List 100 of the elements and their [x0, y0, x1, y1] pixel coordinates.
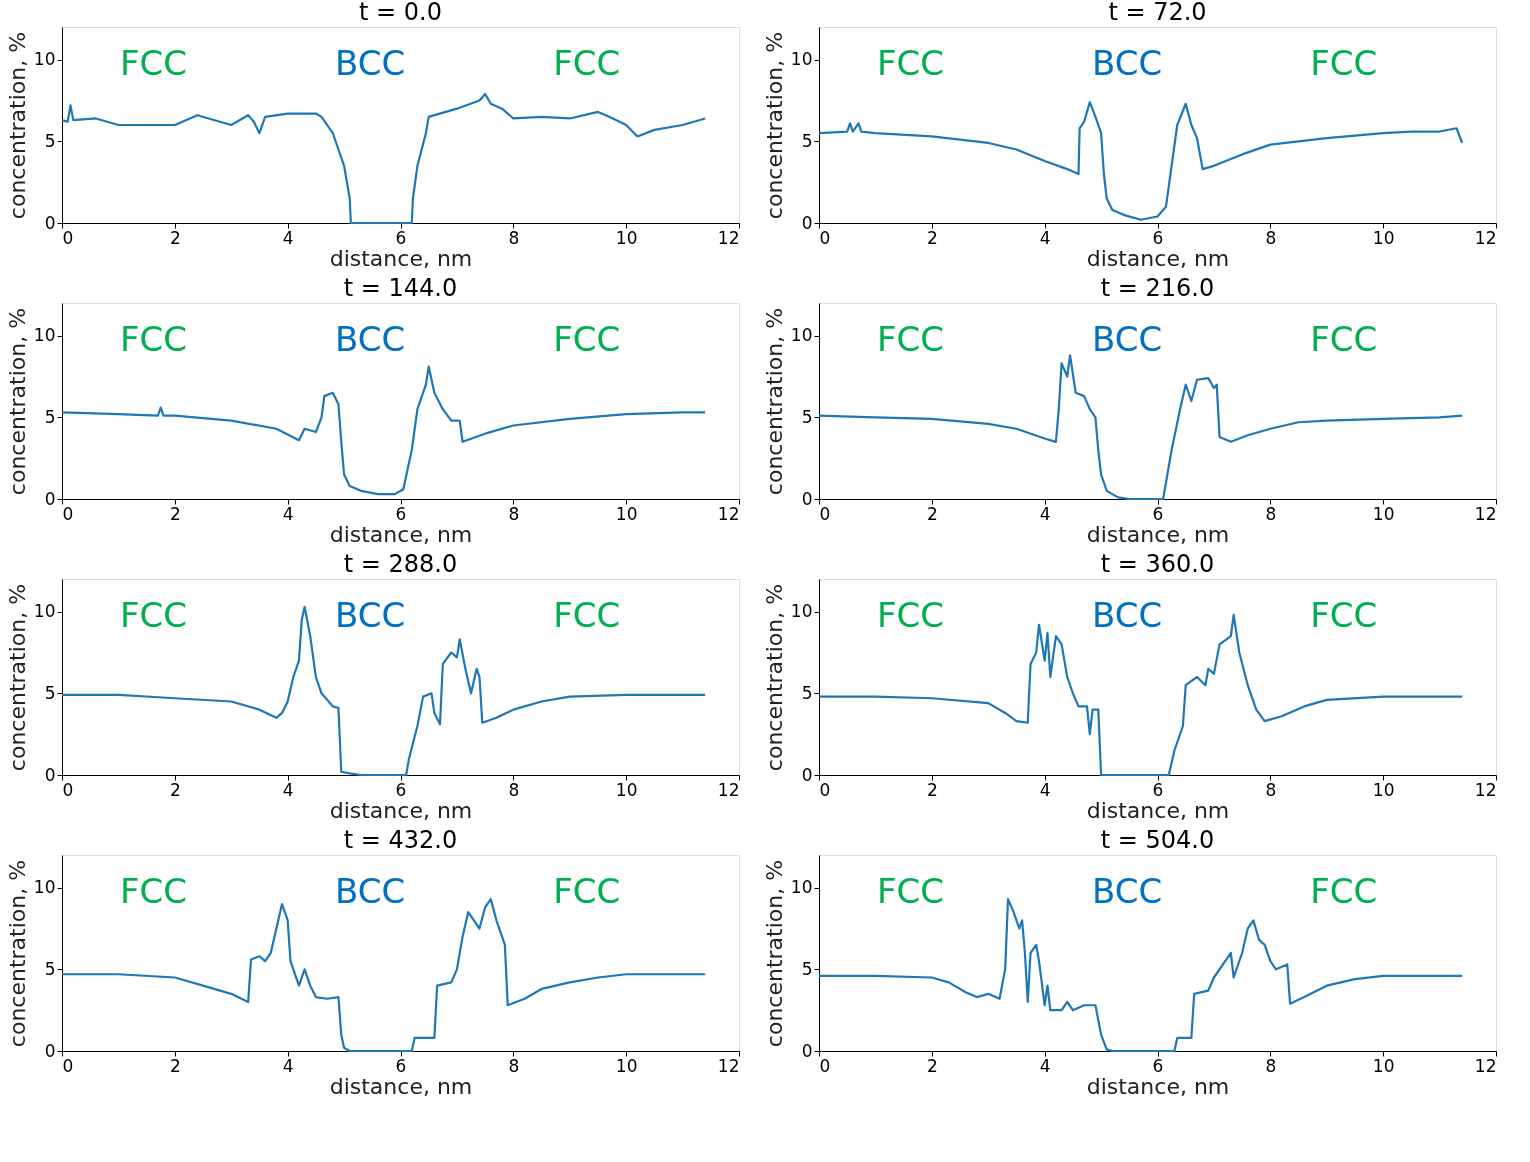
x-tick-label: 6: [1152, 1055, 1164, 1076]
line-series: [60, 365, 707, 496]
line-series: [817, 354, 1464, 501]
x-tick-label: 6: [1152, 227, 1164, 248]
x-tick-label: 8: [508, 1055, 520, 1076]
x-axis-title: distance, nm: [329, 797, 473, 823]
y-tick-label: 5: [44, 958, 56, 979]
x-tick-label: 0: [62, 1055, 74, 1076]
y-axis-title: concentration, %: [4, 583, 30, 772]
y-tick-label: 0: [44, 212, 56, 233]
chart-title: t = 144.0: [343, 274, 458, 302]
annotation: FCC: [119, 871, 187, 911]
x-tick-label: 10: [1372, 1055, 1395, 1076]
annotation: BCC: [334, 319, 406, 359]
annotation: FCC: [1310, 319, 1378, 359]
annotation: FCC: [1310, 595, 1378, 635]
x-tick-label: 10: [615, 227, 638, 248]
x-tick-label: 12: [1474, 503, 1497, 524]
x-tick-label: 10: [1372, 503, 1395, 524]
y-tick-label: 0: [44, 1040, 56, 1061]
y-tick-label: 10: [790, 601, 813, 622]
x-tick-label: 12: [717, 503, 740, 524]
annotation: BCC: [334, 595, 406, 635]
y-tick-label: 10: [790, 49, 813, 70]
x-tick-label: 10: [615, 779, 638, 800]
y-tick-label: 5: [44, 130, 56, 151]
x-tick-label: 4: [1039, 779, 1051, 800]
x-tick-label: 2: [169, 779, 181, 800]
x-tick-label: 6: [395, 227, 407, 248]
y-tick-label: 5: [801, 130, 813, 151]
chart-title: t = 360.0: [1100, 550, 1215, 578]
x-axis-title: distance, nm: [329, 1073, 473, 1099]
annotation: BCC: [1091, 595, 1163, 635]
y-tick-label: 0: [44, 764, 56, 785]
y-tick-label: 10: [33, 877, 56, 898]
chart-title: t = 216.0: [1100, 274, 1215, 302]
x-tick-label: 12: [1474, 227, 1497, 248]
x-tick-label: 2: [169, 1055, 181, 1076]
y-axis-title: concentration, %: [4, 859, 30, 1048]
x-tick-label: 0: [819, 1055, 831, 1076]
y-axis-title: concentration, %: [4, 31, 30, 220]
x-tick-label: 4: [282, 227, 294, 248]
annotation: FCC: [119, 319, 187, 359]
y-tick-label: 5: [801, 682, 813, 703]
annotation: BCC: [334, 871, 406, 911]
y-tick-label: 10: [33, 325, 56, 346]
x-tick-label: 6: [395, 1055, 407, 1076]
annotation: FCC: [553, 319, 621, 359]
x-axis-title: distance, nm: [1086, 797, 1230, 823]
x-tick-label: 4: [1039, 227, 1051, 248]
annotation: BCC: [334, 43, 406, 83]
x-tick-label: 8: [1265, 227, 1277, 248]
x-tick-label: 4: [282, 779, 294, 800]
x-tick-label: 12: [717, 779, 740, 800]
x-tick-label: 0: [819, 227, 831, 248]
annotation: FCC: [1310, 43, 1378, 83]
x-tick-label: 6: [395, 779, 407, 800]
x-tick-label: 4: [282, 1055, 294, 1076]
x-tick-label: 2: [926, 503, 938, 524]
y-axis-title: concentration, %: [761, 307, 787, 496]
annotation: FCC: [119, 43, 187, 83]
annotation: FCC: [553, 871, 621, 911]
x-tick-label: 10: [615, 1055, 638, 1076]
x-tick-label: 12: [1474, 779, 1497, 800]
x-tick-label: 6: [395, 503, 407, 524]
x-tick-label: 8: [508, 503, 520, 524]
x-tick-label: 8: [1265, 503, 1277, 524]
x-axis-title: distance, nm: [329, 521, 473, 547]
y-tick-label: 5: [44, 682, 56, 703]
x-tick-label: 2: [169, 227, 181, 248]
y-tick-label: 10: [790, 325, 813, 346]
chart-title: t = 288.0: [343, 550, 458, 578]
chart-title: t = 504.0: [1100, 826, 1215, 854]
x-tick-label: 10: [1372, 227, 1395, 248]
x-tick-label: 0: [62, 503, 74, 524]
x-tick-label: 0: [62, 779, 74, 800]
x-tick-label: 8: [1265, 1055, 1277, 1076]
x-tick-label: 8: [508, 779, 520, 800]
y-tick-label: 10: [33, 601, 56, 622]
line-series: [60, 92, 707, 225]
y-tick-label: 0: [44, 488, 56, 509]
x-tick-label: 0: [819, 503, 831, 524]
annotation: FCC: [876, 319, 944, 359]
x-tick-label: 0: [62, 227, 74, 248]
y-tick-label: 5: [801, 406, 813, 427]
chart-title: t = 432.0: [343, 826, 458, 854]
x-tick-label: 2: [926, 779, 938, 800]
x-axis-title: distance, nm: [1086, 521, 1230, 547]
x-tick-label: 8: [508, 227, 520, 248]
y-tick-label: 5: [801, 958, 813, 979]
y-axis-title: concentration, %: [761, 859, 787, 1048]
annotation: FCC: [553, 43, 621, 83]
chart-title: t = 72.0: [1108, 0, 1207, 26]
y-axis-title: concentration, %: [761, 583, 787, 772]
x-tick-label: 2: [169, 503, 181, 524]
y-tick-label: 0: [801, 764, 813, 785]
annotation: FCC: [876, 43, 944, 83]
x-axis-title: distance, nm: [329, 245, 473, 271]
y-tick-label: 0: [801, 1040, 813, 1061]
x-tick-label: 0: [819, 779, 831, 800]
